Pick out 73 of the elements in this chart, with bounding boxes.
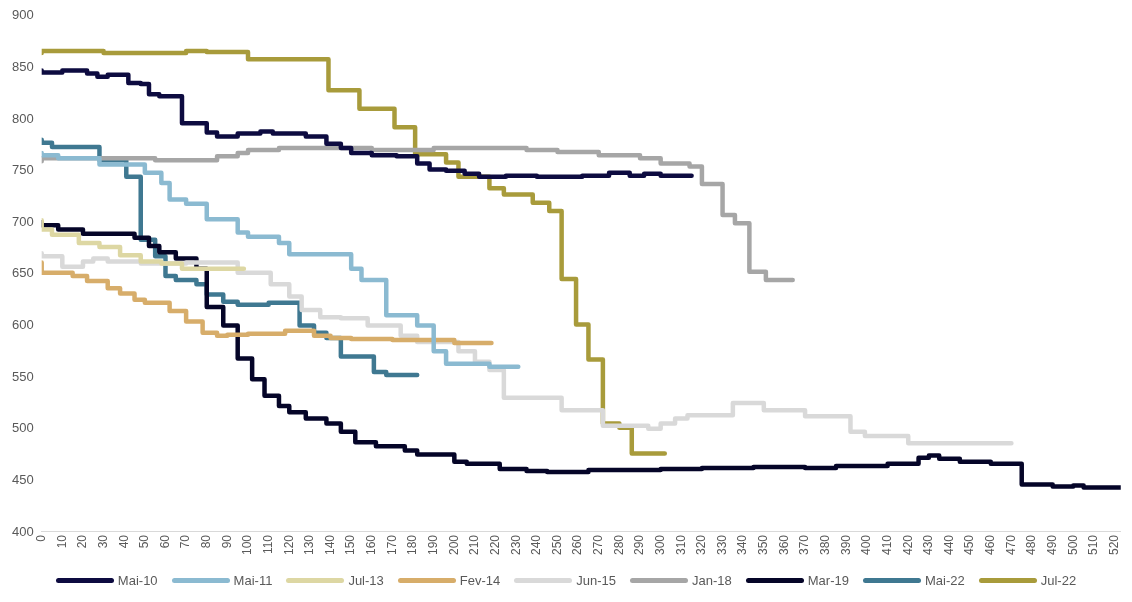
x-tick-label: 480 [1024,534,1039,556]
x-tick-label: 500 [1065,534,1080,556]
x-tick-label: 60 [157,534,172,549]
x-tick-label: 240 [529,534,544,556]
legend-label: Mai-10 [117,572,158,588]
x-tick-label: 210 [467,534,482,556]
legend-label: Mai-11 [233,572,273,588]
x-tick-label: 40 [116,534,131,549]
y-tick-label: 700 [11,213,34,229]
x-tick-label: 180 [405,534,420,556]
x-tick-label: 50 [137,534,152,549]
y-tick-label: 450 [11,471,34,487]
y-tick-label: 800 [11,110,34,126]
x-tick-label: 140 [322,534,337,556]
x-tick-label: 370 [797,534,812,556]
x-tick-label: 120 [281,534,296,556]
legend-label: Jan-18 [692,572,732,588]
x-tick-label: 340 [735,534,750,556]
x-tick-label: 360 [776,534,791,556]
x-tick-label: 430 [921,534,936,556]
x-tick-label: 250 [549,534,564,556]
x-tick-label: 300 [652,534,667,556]
y-tick-label: 400 [11,523,34,539]
x-tick-label: 270 [591,534,606,556]
x-tick-label: 470 [1003,534,1018,556]
x-tick-label: 0 [34,534,48,542]
x-tick-label: 350 [756,534,771,556]
x-tick-label: 310 [673,534,688,556]
legend-label: Jun-15 [576,572,617,588]
x-tick-label: 110 [260,534,275,555]
x-tick-label: 440 [941,534,956,556]
x-tick-label: 90 [219,534,234,549]
x-tick-label: 170 [384,534,399,556]
x-tick-label: 200 [446,534,461,556]
x-tick-label: 460 [983,534,998,556]
legend-label: Jul-22 [1040,572,1077,588]
x-tick-label: 190 [426,534,441,556]
y-tick-label: 750 [11,162,34,178]
x-tick-label: 320 [694,534,709,556]
x-tick-label: 70 [178,534,193,549]
y-tick-label: 550 [11,368,34,384]
x-tick-label: 510 [1086,534,1101,556]
legend-label: Mar-19 [807,572,849,588]
x-tick-label: 280 [611,534,626,556]
x-tick-label: 330 [714,534,729,556]
legend-label: Jul-13 [348,572,384,588]
x-tick-label: 520 [1106,534,1121,556]
x-tick-label: 490 [1044,534,1059,556]
x-tick-label: 130 [302,534,317,556]
legend-label: Mai-22 [924,572,965,588]
y-tick-label: 850 [11,59,34,74]
x-tick-label: 390 [838,534,853,556]
x-tick-label: 20 [75,534,90,549]
x-tick-label: 230 [508,534,523,556]
x-tick-label: 290 [632,534,647,556]
x-tick-label: 410 [879,534,894,556]
y-tick-label: 900 [11,7,34,23]
x-tick-label: 100 [240,534,255,556]
x-tick-label: 10 [54,534,69,549]
x-tick-label: 160 [364,534,379,556]
x-tick-label: 80 [199,534,214,549]
x-tick-label: 30 [95,534,110,549]
x-tick-label: 260 [570,534,585,556]
x-tick-label: 150 [343,534,358,556]
y-tick-label: 600 [11,317,34,333]
x-tick-label: 420 [900,534,915,556]
y-tick-label: 500 [11,420,34,436]
legend-label: Fev-14 [459,572,501,588]
x-tick-label: 450 [962,534,977,556]
x-tick-label: 380 [818,534,833,556]
x-tick-label: 220 [487,534,502,556]
x-tick-label: 400 [859,534,874,556]
y-tick-label: 650 [11,265,34,281]
